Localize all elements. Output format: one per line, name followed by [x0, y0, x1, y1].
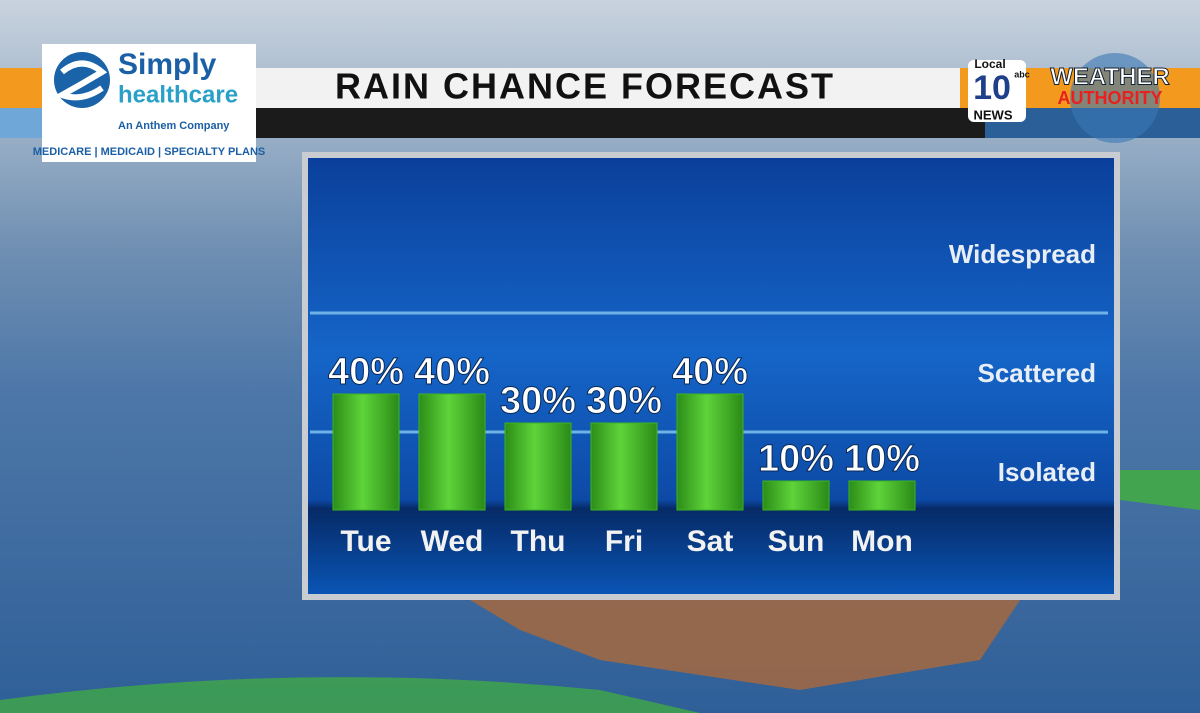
logo-mark [54, 60, 108, 101]
value-label: 40% [328, 351, 404, 393]
title-bar [255, 108, 985, 138]
value-label: 40% [672, 351, 748, 393]
sponsor-name: healthcare [118, 81, 238, 108]
plot: Isolated Scattered Widespread 40% Tue 40% Wed 3… [327, 239, 1097, 558]
x-tick-label: Sat [687, 525, 734, 558]
stripe [0, 68, 45, 108]
station-brand: WEATHER [1050, 63, 1170, 90]
station-logo [968, 60, 1026, 122]
x-tick-label: Wed [421, 525, 484, 558]
value-label: 30% [586, 380, 662, 422]
station-news: NEWS [974, 107, 1013, 122]
station-network: abc [1014, 69, 1030, 79]
x-tick-label: Thu [511, 525, 566, 558]
station-local: Local [974, 57, 1005, 71]
value-label: 10% [844, 438, 920, 480]
station-number: 10 [973, 69, 1011, 107]
station-brand: AUTHORITY [1058, 88, 1163, 108]
bar [762, 480, 830, 511]
x-tick-label: Tue [340, 525, 391, 558]
value-label: 40% [414, 351, 490, 393]
value-label: 10% [758, 438, 834, 480]
bar [848, 480, 916, 511]
title-bar [255, 68, 965, 108]
sponsor-plans: MEDICARE | MEDICAID | SPECIALTY PLANS [33, 146, 266, 158]
x-tick-label: Mon [851, 525, 913, 558]
bar [332, 393, 400, 511]
band-label: Scattered [978, 358, 1097, 388]
bar [676, 393, 744, 511]
chart-panel [302, 152, 1120, 600]
radar-dish [1070, 53, 1160, 143]
radar [0, 677, 700, 713]
bar [590, 422, 658, 511]
x-tick-label: Sun [768, 525, 825, 558]
radar [1110, 470, 1200, 510]
chart-title: RAIN CHANCE FORECAST [335, 66, 835, 107]
band-label: Isolated [998, 457, 1096, 487]
band-label: Widespread [949, 239, 1096, 269]
land [470, 600, 1020, 690]
bar [504, 422, 572, 511]
x-tick-label: Fri [605, 525, 643, 558]
stripe [0, 108, 45, 138]
bar [418, 393, 486, 511]
sponsor-tagline: An Anthem Company [118, 120, 230, 132]
sponsor-name: Simply [118, 48, 217, 81]
value-label: 30% [500, 380, 576, 422]
